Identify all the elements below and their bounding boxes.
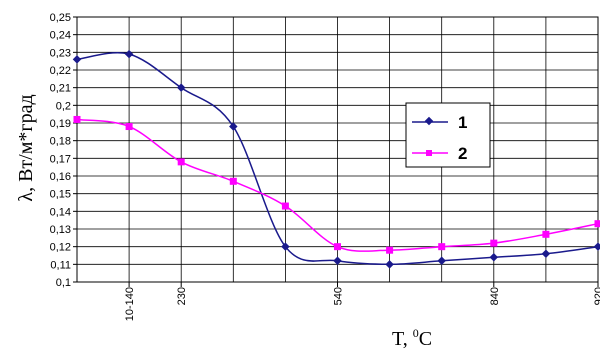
series-1-point bbox=[593, 242, 600, 251]
series-2-point bbox=[542, 230, 550, 238]
y-tick-label: 0,18 bbox=[50, 136, 71, 148]
legend-label-2: 2 bbox=[458, 144, 467, 163]
y-tick-label: 0,15 bbox=[50, 189, 71, 201]
series-1-point bbox=[176, 83, 186, 92]
x-tick-label: 230 bbox=[176, 287, 188, 305]
legend: 1 2 bbox=[405, 102, 491, 168]
x-axis-title-main: T, bbox=[392, 328, 413, 350]
series-1-point bbox=[72, 55, 82, 64]
y-tick-label: 0,22 bbox=[50, 65, 71, 77]
series-1-point bbox=[489, 253, 499, 262]
series-1-point bbox=[437, 256, 446, 266]
series-2-point bbox=[386, 246, 394, 254]
legend-box bbox=[405, 102, 491, 168]
x-axis-ticks: 10-140 230 540 840 920 bbox=[124, 282, 600, 321]
series-2-point bbox=[177, 158, 185, 166]
x-axis-title: T, 0C bbox=[392, 326, 432, 350]
series-1-point bbox=[229, 122, 238, 131]
series-1-line bbox=[76, 52, 599, 266]
y-axis-title: λ, Вт/м*град bbox=[15, 94, 37, 201]
y-tick-label: 0,24 bbox=[50, 30, 71, 42]
legend-marker-1 bbox=[424, 116, 434, 126]
series-2-point bbox=[281, 202, 289, 210]
x-tick-label: 10-140 bbox=[124, 287, 136, 321]
x-tick-label: 840 bbox=[489, 287, 501, 305]
grid bbox=[76, 16, 599, 283]
y-tick-label: 0,11 bbox=[50, 259, 71, 271]
legend-label-1: 1 bbox=[458, 113, 467, 132]
legend-marker-2 bbox=[426, 150, 432, 156]
series-2-point bbox=[438, 243, 446, 251]
x-axis-title-sup: 0 bbox=[413, 326, 419, 340]
series-2-point bbox=[229, 177, 237, 185]
y-tick-label: 0,25 bbox=[50, 12, 71, 24]
series-2-point bbox=[73, 115, 81, 123]
y-tick-label: 0,17 bbox=[50, 153, 71, 165]
y-tick-label: 0,21 bbox=[50, 83, 71, 95]
y-tick-label: 0,12 bbox=[50, 242, 71, 254]
y-axis-ticks: 0,1 0,11 0,12 0,13 0,14 0,15 0,16 0,17 0,18 0,19 0… bbox=[50, 12, 77, 289]
y-tick-label: 0,1 bbox=[56, 277, 71, 289]
series-1-point bbox=[385, 260, 394, 269]
series-1-point bbox=[281, 242, 290, 251]
series-1-point bbox=[333, 256, 342, 266]
series-1-point bbox=[541, 249, 551, 258]
y-tick-label: 0,14 bbox=[50, 206, 71, 218]
series-1-point bbox=[124, 49, 134, 59]
series-2-point bbox=[125, 123, 133, 131]
series-layer bbox=[72, 49, 600, 269]
series-2-point bbox=[490, 239, 498, 247]
y-tick-label: 0,19 bbox=[50, 118, 71, 130]
series-2-point bbox=[334, 243, 341, 251]
series-2-point bbox=[594, 220, 600, 228]
y-tick-label: 0,2 bbox=[56, 100, 71, 112]
y-tick-label: 0,13 bbox=[50, 224, 71, 236]
x-tick-label: 540 bbox=[333, 287, 345, 305]
y-tick-label: 0,23 bbox=[50, 47, 71, 59]
x-tick-label: 920 bbox=[593, 287, 600, 305]
y-tick-label: 0,16 bbox=[50, 171, 71, 183]
x-axis-title-unit: C bbox=[419, 328, 432, 350]
